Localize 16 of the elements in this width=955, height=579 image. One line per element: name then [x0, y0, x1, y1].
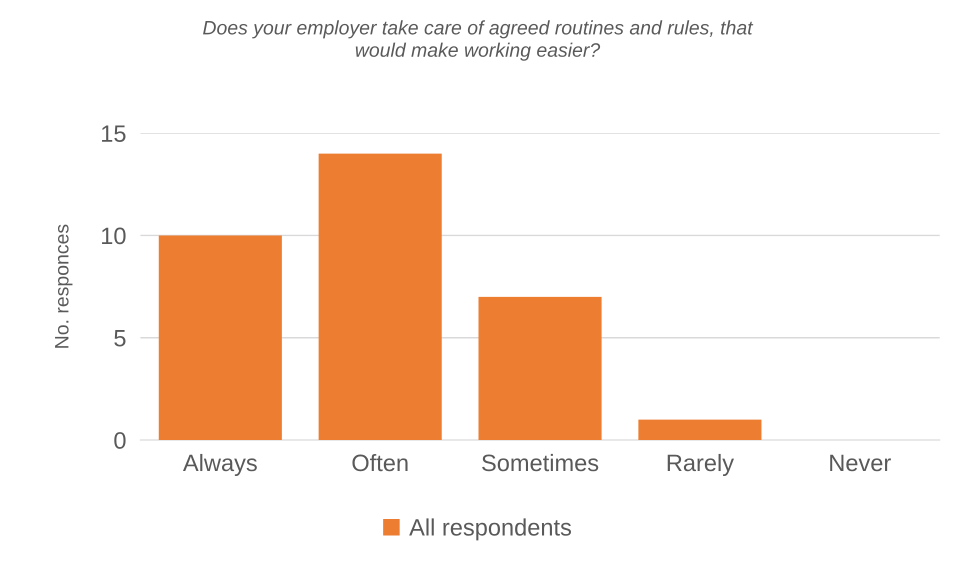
- x-tick-label: Often: [352, 454, 408, 472]
- y-tick-label: 10: [102, 228, 126, 244]
- y-tick-label: 15: [102, 125, 126, 142]
- x-tick-label: Never: [830, 454, 891, 472]
- bar: [158, 235, 282, 440]
- chart-title: Does your employer take care of agreed routines and rules, that would make working easier?: [203, 20, 754, 61]
- y-axis-title: No. responces: [55, 224, 72, 348]
- y-tick-label: 0: [114, 432, 126, 449]
- x-tick-label: Always: [182, 454, 257, 476]
- bar: [638, 420, 762, 440]
- x-tick-label: Sometimes: [482, 454, 598, 472]
- legend-label: All respondents: [409, 518, 572, 540]
- bar: [478, 296, 602, 440]
- x-tick-label: Rarely: [668, 454, 734, 476]
- bar: [318, 154, 442, 440]
- y-tick-label: 5: [114, 330, 126, 347]
